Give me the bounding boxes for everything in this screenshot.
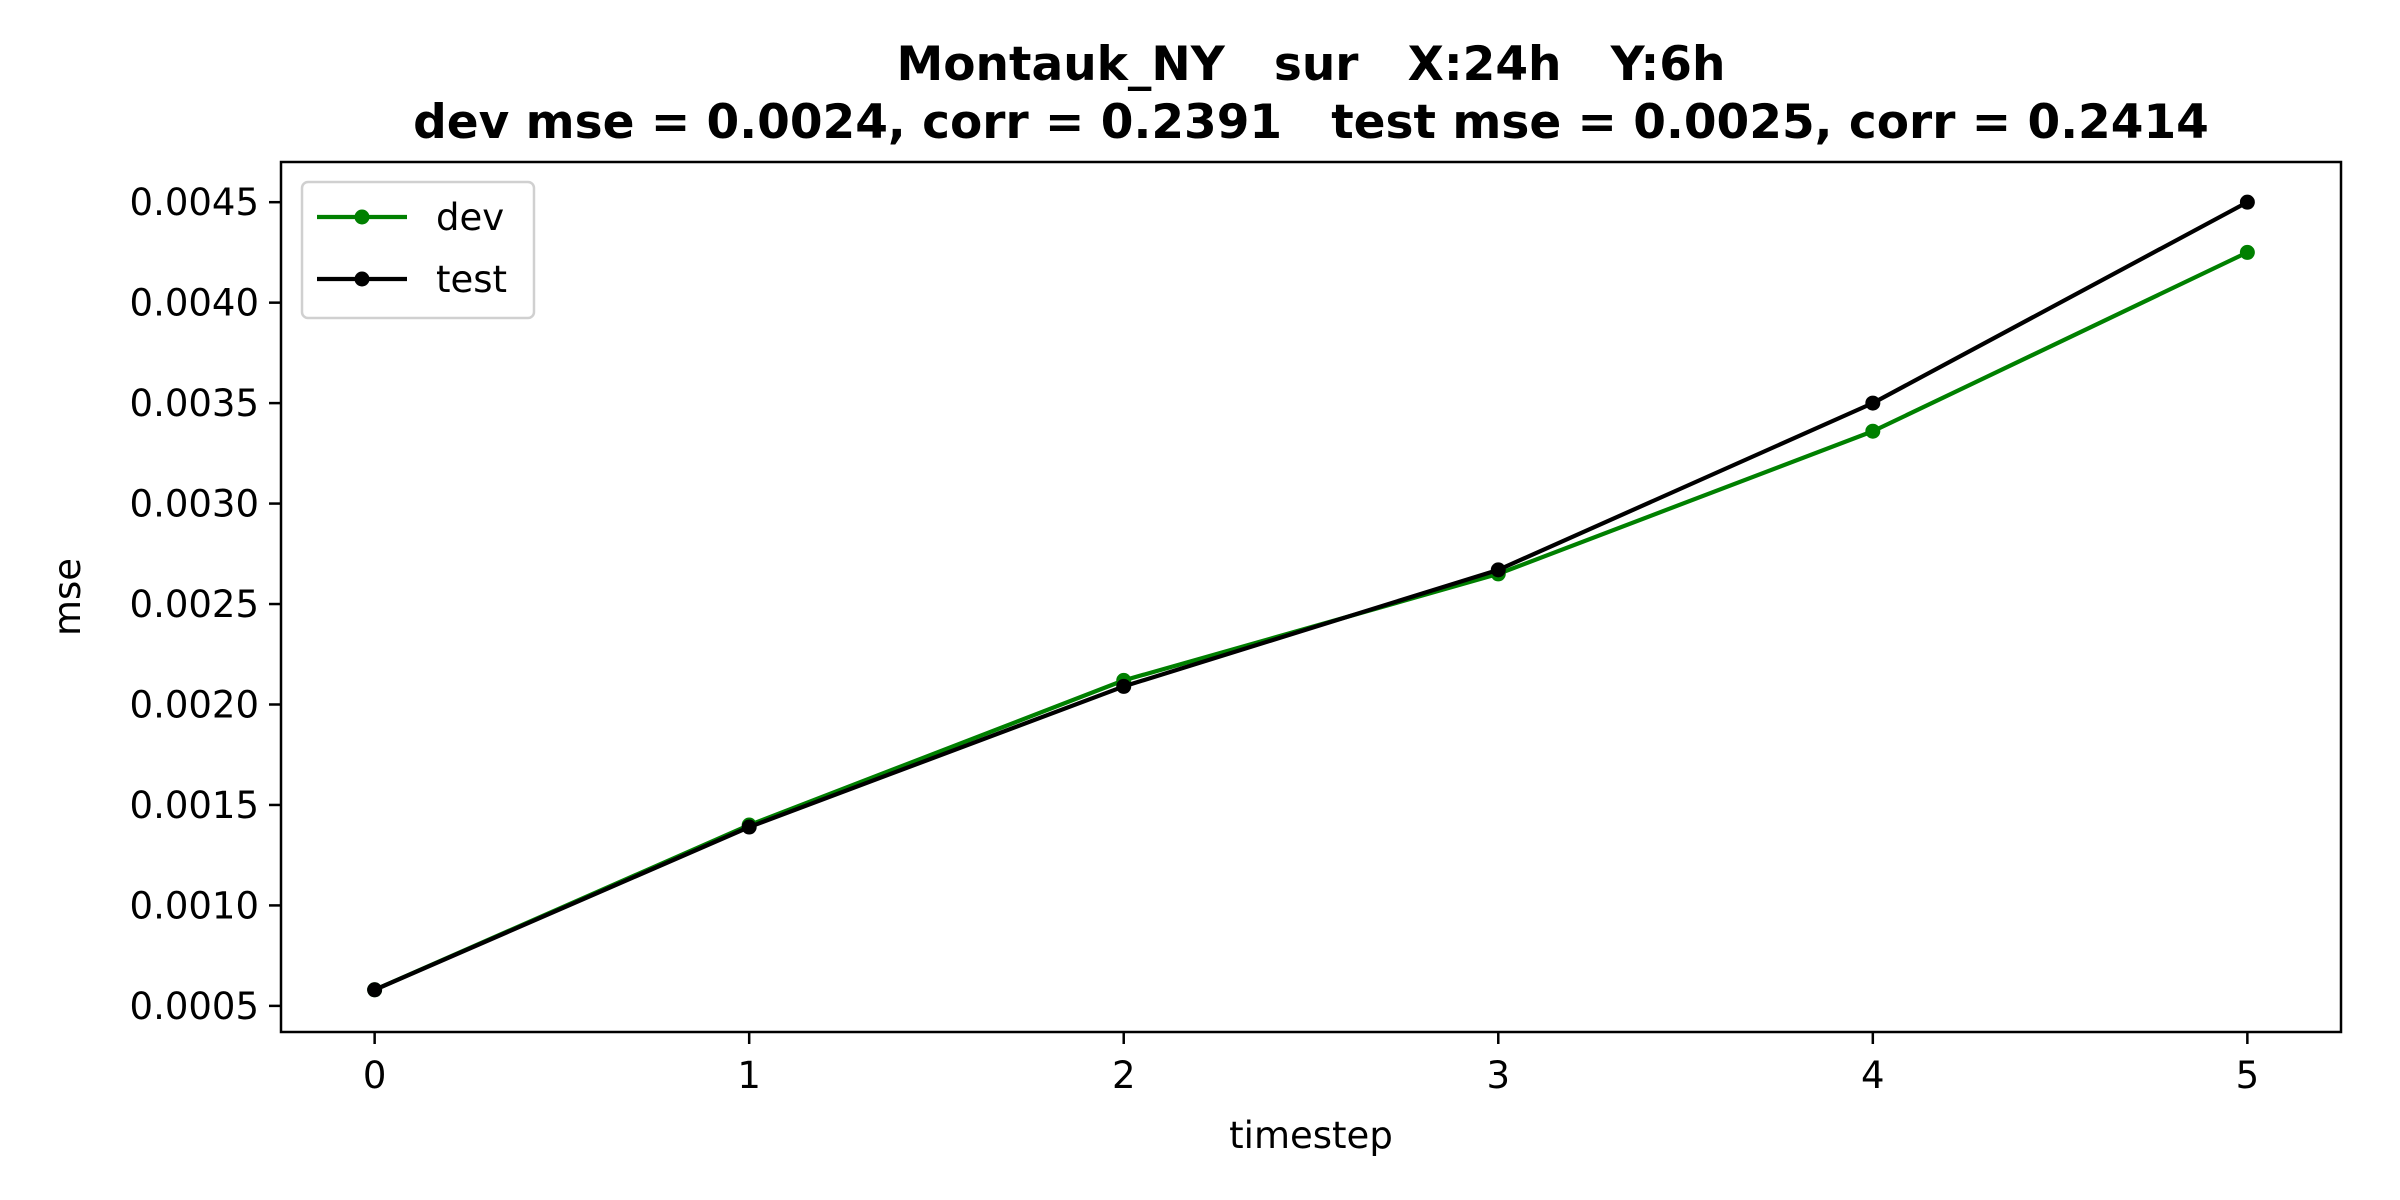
x-tick-label-5: 5	[2236, 1054, 2260, 1097]
chart-subtitle: dev mse = 0.0024, corr = 0.2391 test mse…	[413, 95, 2209, 150]
point-dev-4	[1865, 423, 1881, 439]
y-tick-label-1: 0.0010	[130, 884, 259, 927]
point-test-2	[1116, 678, 1132, 694]
x-tick-label-2: 2	[1112, 1054, 1136, 1097]
y-tick-label-4: 0.0025	[130, 583, 259, 626]
chart-title: Montauk_NY sur X:24h Y:6h	[897, 37, 1726, 92]
x-tick-label-4: 4	[1861, 1054, 1885, 1097]
point-test-4	[1865, 395, 1881, 411]
point-test-3	[1490, 562, 1506, 578]
point-test-0	[367, 982, 383, 998]
y-tick-label-5: 0.0030	[130, 483, 259, 526]
y-tick-label-2: 0.0015	[130, 784, 259, 827]
legend-label-dev: dev	[436, 196, 504, 239]
y-tick-label-6: 0.0035	[130, 382, 259, 425]
ticks-layer: 0 1 2 3 4 5 0.0005 0.0010 0.0015 0.0020 0.0025 0.00…	[130, 181, 2260, 1097]
legend: dev test	[300, 180, 536, 320]
x-axis-label: timestep	[1229, 1114, 1393, 1157]
y-tick-label-7: 0.0040	[130, 282, 259, 325]
series-line-test	[373, 200, 2249, 992]
x-tick-label-1: 1	[737, 1054, 761, 1097]
legend-label-test: test	[436, 258, 507, 301]
y-axis-label: mse	[46, 558, 89, 636]
x-tick-label-0: 0	[363, 1054, 387, 1097]
y-tick-label-8: 0.0045	[130, 181, 259, 224]
x-tick-label-3: 3	[1486, 1054, 1510, 1097]
y-tick-label-3: 0.0020	[130, 683, 259, 726]
legend-marker-test	[354, 271, 370, 287]
y-tick-label-0: 0.0005	[130, 985, 259, 1028]
series-layer	[367, 194, 2255, 998]
legend-marker-dev	[354, 209, 370, 225]
point-dev-5	[2239, 244, 2255, 260]
point-test-1	[741, 819, 757, 835]
plot-frame	[279, 160, 2343, 1034]
series-line-dev	[373, 250, 2249, 992]
point-test-5	[2239, 194, 2255, 210]
